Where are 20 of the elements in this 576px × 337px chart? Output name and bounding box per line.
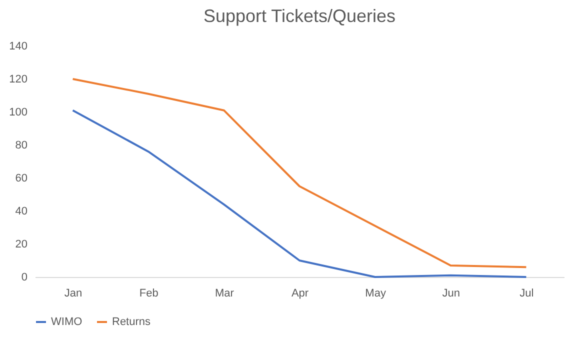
chart-title: Support Tickets/Queries	[203, 6, 396, 26]
x-tick-label: Apr	[291, 288, 309, 300]
y-tick-label: 20	[15, 238, 28, 250]
legend-label: WIMO	[51, 316, 83, 328]
y-tick-label: 100	[9, 106, 28, 118]
x-tick-label: Jun	[442, 288, 460, 300]
y-tick-label: 60	[15, 172, 28, 184]
x-tick-label: Jul	[520, 288, 534, 300]
y-tick-label: 80	[15, 140, 28, 152]
y-tick-label: 0	[21, 272, 28, 284]
line-series	[72, 78, 528, 268]
line-series	[72, 109, 528, 278]
y-tick-label: 120	[9, 74, 28, 86]
x-tick-label: Jan	[64, 288, 82, 300]
y-tick-label: 40	[15, 206, 28, 218]
x-tick-label: May	[365, 288, 386, 300]
y-tick-label: 140	[9, 40, 28, 52]
legend-label: Returns	[112, 316, 152, 328]
x-tick-label: Mar	[214, 288, 234, 300]
x-tick-label: Feb	[139, 288, 158, 300]
